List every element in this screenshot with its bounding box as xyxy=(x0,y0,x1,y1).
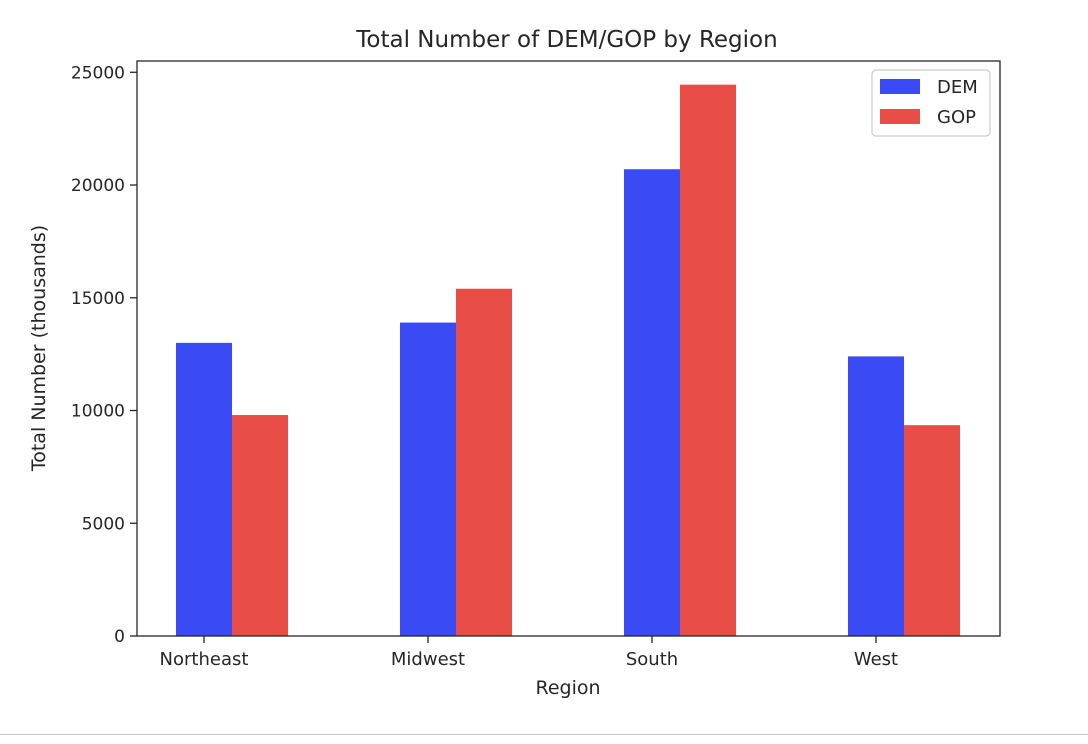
y-tick-label: 5000 xyxy=(82,514,125,534)
y-tick-label: 10000 xyxy=(71,402,125,422)
x-tick-label-west: West xyxy=(854,649,898,670)
bar-dem-midwest xyxy=(400,322,456,636)
bar-gop-midwest xyxy=(456,288,512,636)
x-tick-label-south: South xyxy=(626,649,678,670)
x-axis-label: Region xyxy=(535,677,600,699)
legend-swatch-gop xyxy=(880,109,920,124)
y-axis: 0 5000 10000 15000 20000 25000 xyxy=(71,63,137,647)
plot-frame xyxy=(136,60,1001,637)
legend-label-gop: GOP xyxy=(937,107,976,128)
legend-swatch-dem xyxy=(880,79,920,94)
x-tick-label-northeast: Northeast xyxy=(160,649,249,670)
legend: DEM GOP xyxy=(871,69,991,137)
bar-dem-northeast xyxy=(176,342,232,636)
legend-label-dem: DEM xyxy=(937,77,978,98)
y-tick-label: 15000 xyxy=(71,289,125,309)
y-tick-label: 0 xyxy=(114,627,125,647)
x-tick-label-midwest: Midwest xyxy=(391,649,465,670)
bar-gop-south xyxy=(680,84,736,637)
bar-gop-west xyxy=(904,425,960,636)
bar-gop-northeast xyxy=(232,415,288,636)
chart-title: Total Number of DEM/GOP by Region xyxy=(355,27,777,53)
y-tick-label: 25000 xyxy=(71,63,125,83)
y-axis-label: Total Number (thousands) xyxy=(28,225,50,472)
x-axis: Northeast Midwest South West xyxy=(160,636,898,670)
bars-layer xyxy=(176,84,960,637)
bar-dem-south xyxy=(624,169,680,636)
bar-dem-west xyxy=(848,356,904,636)
bottom-divider xyxy=(0,734,1088,735)
y-tick-label: 20000 xyxy=(71,176,125,196)
